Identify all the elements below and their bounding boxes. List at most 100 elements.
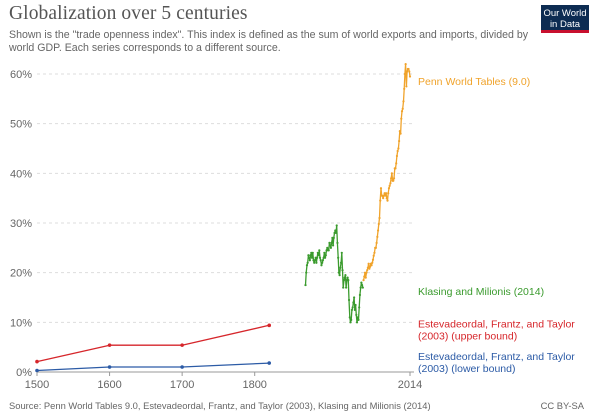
y-tick-label: 20% bbox=[10, 268, 32, 280]
data-point bbox=[355, 313, 358, 316]
data-point bbox=[400, 110, 404, 113]
data-point bbox=[361, 286, 364, 289]
data-point bbox=[396, 149, 399, 153]
data-point bbox=[334, 229, 337, 232]
data-point bbox=[316, 251, 319, 254]
data-point bbox=[399, 132, 402, 135]
data-point bbox=[354, 303, 357, 307]
data-point bbox=[395, 162, 398, 165]
data-point bbox=[400, 117, 403, 120]
data-point bbox=[350, 308, 354, 312]
data-point bbox=[326, 246, 329, 249]
data-point bbox=[329, 244, 332, 247]
data-point bbox=[267, 361, 272, 365]
data-point bbox=[368, 265, 372, 268]
data-point bbox=[339, 261, 343, 264]
data-point bbox=[384, 192, 388, 195]
data-point bbox=[327, 249, 330, 252]
data-point bbox=[180, 365, 184, 369]
data-point bbox=[382, 197, 385, 200]
data-point bbox=[366, 269, 369, 272]
data-point bbox=[349, 321, 352, 324]
logo-accent-bar bbox=[541, 30, 589, 33]
data-point bbox=[334, 231, 338, 235]
data-point bbox=[386, 199, 389, 202]
data-point bbox=[311, 251, 314, 254]
data-point bbox=[180, 343, 184, 347]
data-point bbox=[306, 261, 309, 264]
data-point bbox=[342, 279, 346, 282]
data-point bbox=[403, 87, 406, 90]
data-point bbox=[353, 296, 356, 299]
data-point bbox=[313, 259, 317, 262]
data-point bbox=[337, 256, 340, 259]
data-point bbox=[384, 194, 387, 197]
data-point bbox=[378, 216, 381, 220]
data-point bbox=[358, 293, 362, 297]
data-point bbox=[374, 246, 377, 249]
series-label: (2003) (upper bound) bbox=[418, 330, 517, 342]
data-point bbox=[370, 264, 373, 267]
data-point bbox=[338, 274, 341, 277]
data-point bbox=[341, 269, 344, 272]
data-point bbox=[388, 184, 391, 187]
data-point bbox=[398, 130, 401, 133]
data-point bbox=[310, 256, 314, 259]
data-point bbox=[353, 308, 356, 312]
series-label: (2003) (lower bound) bbox=[418, 363, 515, 375]
data-point bbox=[365, 271, 368, 274]
data-point bbox=[355, 321, 359, 324]
data-point bbox=[360, 281, 363, 284]
data-point bbox=[395, 154, 399, 158]
data-point bbox=[340, 251, 343, 254]
data-point bbox=[392, 177, 396, 180]
data-point bbox=[305, 264, 309, 267]
data-point bbox=[379, 199, 382, 202]
data-point bbox=[318, 249, 321, 252]
data-point bbox=[356, 316, 359, 319]
data-point bbox=[362, 279, 365, 282]
source-note: Source: Penn World Tables 9.0, Estevadeo… bbox=[9, 400, 431, 411]
data-point bbox=[321, 261, 324, 264]
data-point bbox=[367, 262, 370, 265]
chart-subtitle: Shown is the "trade openness index". Thi… bbox=[9, 29, 529, 54]
our-world-in-data-logo[interactable]: Our World in Data bbox=[541, 5, 589, 33]
data-point bbox=[305, 271, 308, 274]
license-link[interactable]: CC BY-SA bbox=[540, 400, 584, 411]
data-point bbox=[267, 323, 272, 328]
data-point bbox=[329, 246, 333, 249]
data-point bbox=[332, 236, 335, 239]
data-point bbox=[313, 261, 316, 264]
data-point bbox=[342, 286, 345, 289]
y-tick-label: 60% bbox=[10, 69, 32, 81]
series-label: Estevadeordal, Frantz, and Taylor bbox=[418, 318, 575, 330]
data-point bbox=[372, 254, 375, 257]
logo-line-2: in Data bbox=[549, 19, 581, 30]
data-point bbox=[401, 107, 404, 110]
data-point bbox=[352, 301, 355, 304]
y-tick-label: 10% bbox=[10, 317, 32, 329]
data-point bbox=[339, 266, 342, 269]
data-point bbox=[331, 244, 335, 247]
data-point bbox=[335, 224, 338, 227]
series-label: Estevadeordal, Frantz, and Taylor bbox=[418, 351, 575, 363]
x-tick-label: 1700 bbox=[170, 379, 194, 391]
data-point bbox=[107, 365, 112, 369]
data-point bbox=[368, 267, 371, 270]
data-point bbox=[350, 318, 353, 321]
logo-line-1: Our World bbox=[543, 8, 587, 19]
data-point bbox=[376, 229, 380, 232]
y-tick-label: 40% bbox=[10, 168, 32, 180]
series-line bbox=[36, 324, 270, 363]
x-tick-label: 1500 bbox=[25, 379, 49, 391]
y-tick-label: 30% bbox=[10, 218, 32, 230]
data-point bbox=[324, 254, 327, 257]
data-point bbox=[357, 318, 360, 321]
x-tick-label: 1600 bbox=[97, 379, 121, 391]
y-tick-label: 50% bbox=[10, 119, 32, 131]
data-point bbox=[308, 259, 311, 262]
data-point bbox=[351, 306, 354, 309]
data-point bbox=[35, 359, 39, 364]
data-point bbox=[407, 67, 410, 71]
